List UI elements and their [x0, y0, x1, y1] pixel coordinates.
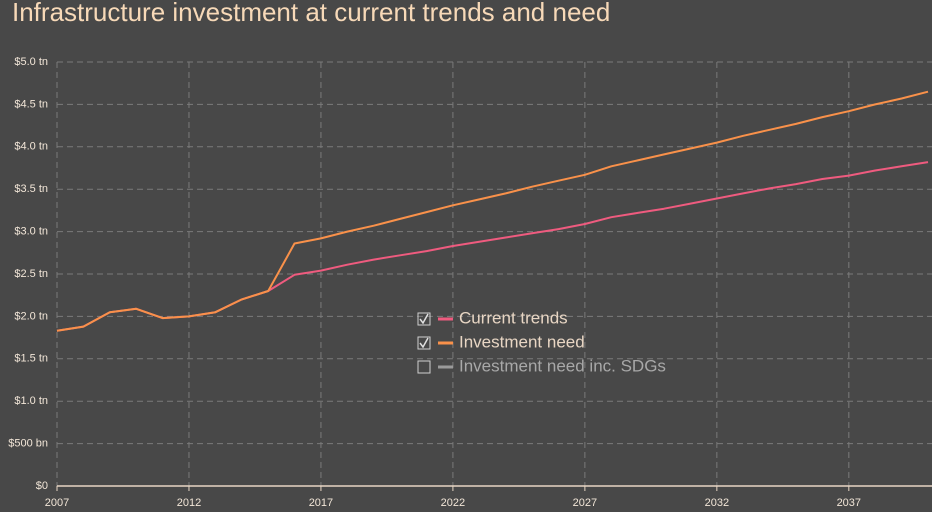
x-tick-label: 2007: [45, 497, 69, 509]
legend-label: Investment need inc. SDGs: [459, 356, 666, 375]
y-tick-label: $2.0 tn: [14, 310, 48, 322]
y-tick-label: $1.0 tn: [14, 395, 48, 407]
series-line: [56, 90, 929, 332]
legend-label: Current trends: [459, 308, 568, 327]
legend-check: [419, 313, 429, 325]
legend-item[interactable]: Investment need: [417, 332, 585, 351]
x-tick-label: 2032: [705, 497, 729, 509]
y-tick-label: $3.0 tn: [14, 226, 48, 238]
y-tick-label: $500 bn: [8, 438, 48, 450]
x-tick-label: 2037: [837, 497, 861, 509]
legend-checkbox[interactable]: [417, 360, 431, 374]
legend-item[interactable]: Investment need inc. SDGs: [417, 356, 666, 375]
x-tick-label: 2022: [441, 497, 465, 509]
legend-label: Investment need: [459, 332, 585, 351]
x-tick-label: 2027: [573, 497, 597, 509]
legend-item[interactable]: Current trends: [417, 308, 568, 327]
y-tick-label: $0: [36, 480, 48, 492]
y-tick-label: $4.5 tn: [14, 98, 48, 110]
y-tick-label: $1.5 tn: [14, 353, 48, 365]
chart-title: Infrastructure investment at current tre…: [12, 0, 610, 27]
x-tick-label: 2017: [309, 497, 333, 509]
legend-checkbox[interactable]: [417, 312, 431, 326]
y-tick-label: $3.5 tn: [14, 183, 48, 195]
legend-checkbox[interactable]: [417, 336, 431, 350]
y-tick-label: $2.5 tn: [14, 268, 48, 280]
y-tick-label: $4.0 tn: [14, 141, 48, 153]
x-tick-label: 2012: [177, 497, 201, 509]
y-tick-label: $5.0 tn: [14, 56, 48, 68]
legend-check: [419, 337, 429, 349]
